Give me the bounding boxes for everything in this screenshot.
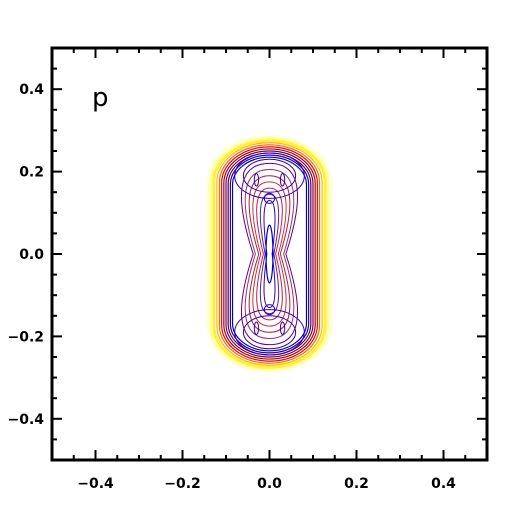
y-tick-label: −0.4 — [7, 412, 44, 428]
inner-contour-2 — [248, 175, 291, 333]
cap-contour-2 — [234, 309, 305, 356]
outer-contour-1 — [209, 137, 330, 371]
outer-contour-0 — [206, 135, 333, 373]
cap-contour-1 — [242, 158, 297, 193]
inner-contour-5 — [259, 193, 280, 315]
x-tick-label: 0.0 — [257, 476, 282, 492]
inner-contour-1 — [244, 169, 295, 339]
x-tick-label: −0.2 — [164, 476, 201, 492]
outer-contour-4 — [218, 144, 321, 364]
y-tick-label: −0.2 — [7, 329, 44, 345]
cap-contour-9 — [279, 321, 286, 335]
cap-contour-3 — [242, 315, 297, 350]
axis-ticks — [51, 47, 488, 461]
cap-contour-6 — [253, 173, 260, 187]
x-tick-label: −0.4 — [77, 476, 114, 492]
outer-contour-5 — [221, 146, 318, 362]
center-core-contour — [265, 224, 274, 284]
y-tick-label: 0.2 — [19, 165, 44, 181]
outer-contour-8 — [227, 152, 312, 356]
cap-contour-5 — [263, 304, 276, 316]
inner-contour-4 — [256, 187, 283, 321]
inner-contour-0 — [240, 162, 299, 346]
tick-labels: −0.4 −0.2 0.0 0.2 0.4 0.4 0.2 0.0 −0.2 −0.4 — [7, 82, 456, 492]
outer-contour-2 — [212, 139, 327, 369]
cap-contour-8 — [253, 321, 260, 335]
inner-contour-6 — [263, 199, 276, 309]
x-tick-label: 0.2 — [344, 476, 369, 492]
plot-frame — [50, 46, 489, 462]
y-tick-label: 0.4 — [19, 82, 44, 98]
cap-contour-4 — [263, 192, 276, 204]
outer-contour-6 — [223, 148, 316, 360]
outer-contour-9 — [229, 154, 310, 354]
panel-label: p — [92, 83, 109, 113]
contour-lines — [206, 135, 333, 373]
y-tick-label: 0.0 — [19, 247, 44, 263]
inner-contour-3 — [252, 181, 287, 327]
cap-contour-0 — [234, 152, 305, 199]
outer-contour-3 — [216, 142, 323, 366]
outer-contour-7 — [225, 150, 314, 358]
outer-contour-10 — [231, 156, 308, 352]
x-tick-label: 0.4 — [431, 476, 456, 492]
cap-contour-7 — [279, 173, 286, 187]
